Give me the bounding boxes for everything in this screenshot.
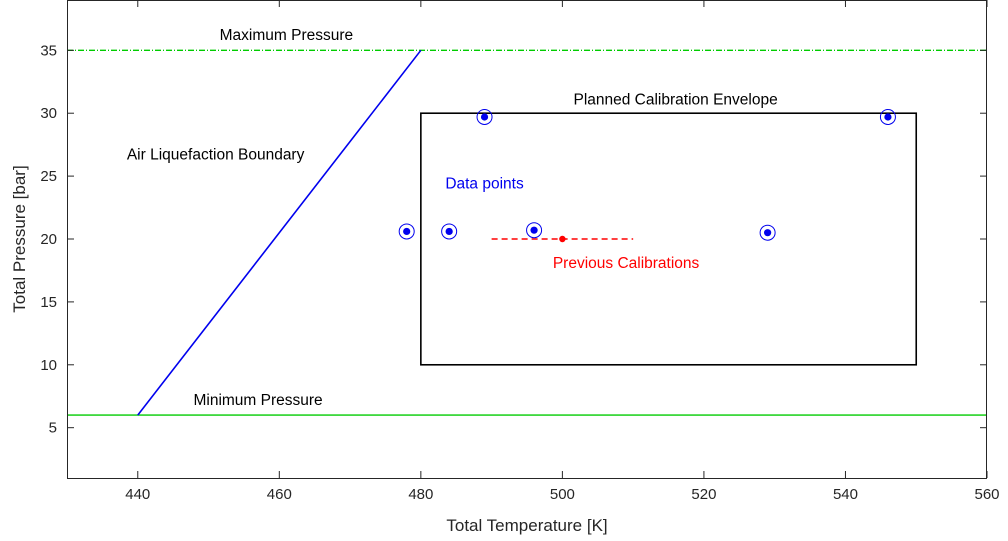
- data-point-dot: [403, 227, 411, 236]
- plot-area: Maximum Pressure Minimum Pressure Air Liqu…: [67, 27, 987, 416]
- data-point: [476, 108, 493, 125]
- data-point: [759, 224, 776, 241]
- data-point: [441, 223, 458, 240]
- data-point-ring: [526, 222, 543, 239]
- liquefaction-boundary-line: [137, 49, 422, 416]
- data-point-ring: [879, 108, 896, 125]
- data-point-dot: [764, 229, 772, 237]
- y-tick-label: 5: [49, 420, 57, 437]
- minimum-pressure-label: Minimum Pressure: [193, 392, 322, 409]
- previous-calibration-point: [559, 235, 566, 243]
- data-point-dot: [530, 226, 538, 234]
- x-tick-label: 480: [408, 486, 433, 503]
- data-point-dot: [480, 113, 489, 121]
- y-axis-label: Total Pressure [bar]: [10, 165, 29, 312]
- data-point-ring: [476, 108, 493, 125]
- y-tick-label: 15: [40, 294, 57, 311]
- y-tick-label: 20: [40, 231, 57, 248]
- x-tick-label: 520: [691, 486, 716, 503]
- liquefaction-label: Air Liquefaction Boundary: [127, 147, 305, 164]
- data-points-label: Data points: [445, 176, 524, 193]
- calibration-envelope-rect: [420, 112, 918, 366]
- maximum-pressure-label: Maximum Pressure: [220, 27, 354, 44]
- data-point-dot: [884, 113, 892, 121]
- data-point: [526, 222, 543, 239]
- x-tick-label: 560: [974, 486, 999, 503]
- x-tick-label: 460: [267, 486, 292, 503]
- x-tick-label: 440: [125, 486, 150, 503]
- y-tick-label: 30: [40, 105, 57, 122]
- envelope-label: Planned Calibration Envelope: [573, 91, 777, 108]
- data-point: [398, 223, 415, 240]
- data-point-ring: [441, 223, 458, 240]
- data-point-dot: [445, 227, 453, 236]
- previous-calibrations-label: Previous Calibrations: [553, 255, 700, 272]
- y-tick-label: 35: [40, 42, 57, 59]
- x-tick-label: 540: [833, 486, 858, 503]
- data-point-ring: [398, 223, 415, 240]
- data-point-ring: [759, 224, 776, 241]
- axis-ticks: 440 460 480 500 520 540 560 5 10 15 20 25 30 35: [40, 0, 1000, 503]
- x-axis-label: Total Temperature [K]: [446, 516, 607, 535]
- x-tick-label: 500: [550, 486, 575, 503]
- y-tick-label: 25: [40, 168, 57, 185]
- y-tick-label: 10: [40, 357, 57, 374]
- data-point: [879, 108, 896, 125]
